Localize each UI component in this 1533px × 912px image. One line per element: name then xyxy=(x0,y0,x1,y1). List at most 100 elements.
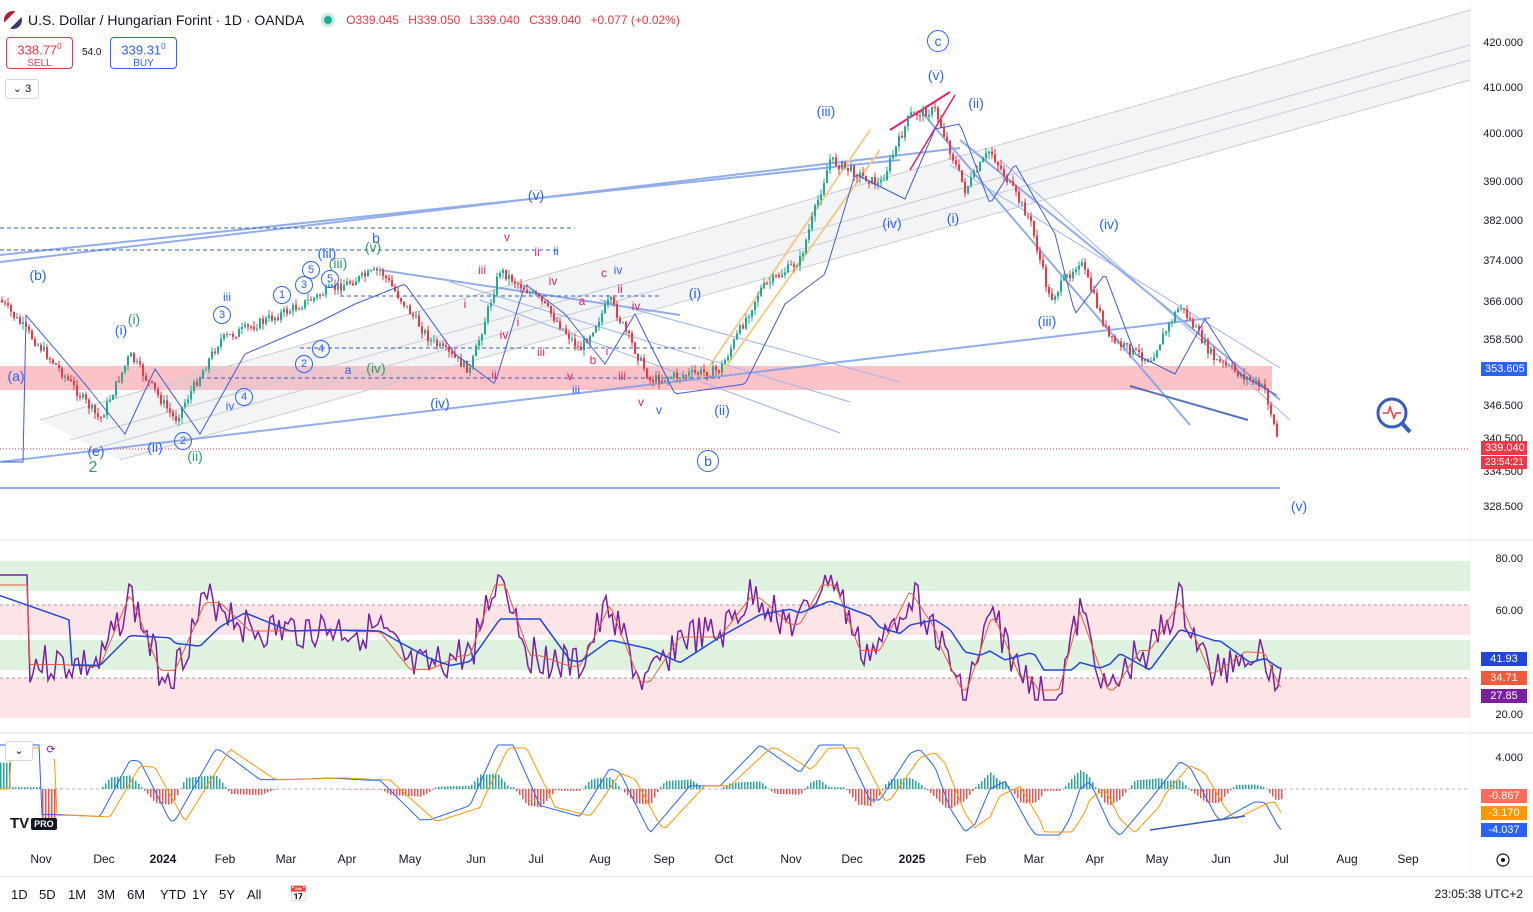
candle-body xyxy=(1201,330,1203,343)
macd-histogram-bar xyxy=(870,789,872,806)
candle-body xyxy=(595,326,597,332)
candle-body xyxy=(694,370,696,373)
time-axis-label: Feb xyxy=(966,852,987,866)
timeframe-button-all[interactable]: All xyxy=(247,887,261,902)
candle-body xyxy=(496,277,498,295)
time-axis-label: Jun xyxy=(1211,852,1230,866)
wave-label: iii xyxy=(223,290,231,304)
candle-body xyxy=(787,264,789,272)
symbol-title[interactable]: U.S. Dollar / Hungarian Forint · 1D · OA… xyxy=(28,12,304,28)
buy-button[interactable]: 339.310 BUY xyxy=(110,37,177,69)
rsi-zone xyxy=(0,640,1470,670)
candle-body xyxy=(679,378,681,379)
macd-histogram-bar xyxy=(558,789,560,791)
timeframe-button-3m[interactable]: 3M xyxy=(97,887,115,902)
candle-body xyxy=(1,300,3,302)
macd-histogram-bar xyxy=(270,789,272,791)
candle-body xyxy=(1072,272,1074,278)
candle-body xyxy=(520,284,522,288)
candle-body xyxy=(1090,277,1092,290)
macd-histogram-bar xyxy=(258,789,260,795)
macd-histogram-bar xyxy=(747,782,749,789)
candle-body xyxy=(232,334,234,337)
divergence-line xyxy=(1150,816,1245,830)
calendar-range-icon[interactable]: 📅 xyxy=(289,885,308,903)
candle-body xyxy=(37,345,39,346)
candle-body xyxy=(1159,344,1161,350)
macd-histogram-bar xyxy=(654,789,656,798)
macd-histogram-bar xyxy=(639,789,641,804)
macd-histogram-bar xyxy=(1107,789,1109,805)
candle-body xyxy=(475,346,477,356)
macd-histogram-bar xyxy=(894,779,896,789)
macd-histogram-bar xyxy=(18,787,20,789)
candle-body xyxy=(1045,267,1047,287)
candle-body xyxy=(433,340,435,341)
wave-label: iii xyxy=(618,369,626,383)
timeframe-button-1m[interactable]: 1M xyxy=(68,887,86,902)
macd-histogram-bar xyxy=(906,778,908,789)
candle-body xyxy=(784,273,786,275)
candle-body xyxy=(385,276,387,278)
candle-body xyxy=(907,116,909,127)
candle-body xyxy=(661,380,663,383)
refresh-icon[interactable]: ⟳ xyxy=(40,741,62,759)
candle-body xyxy=(748,317,750,318)
macd-histogram-bar xyxy=(1047,789,1049,791)
timeframe-button-6m[interactable]: 6M xyxy=(127,887,145,902)
wave-label: i xyxy=(606,344,609,358)
macd-histogram-bar xyxy=(1233,787,1235,789)
candle-body xyxy=(961,170,963,181)
macd-histogram-bar xyxy=(1269,789,1271,793)
macd-histogram-bar xyxy=(1263,787,1265,789)
macd-histogram-bar xyxy=(897,779,899,789)
candle-body xyxy=(457,357,459,358)
wave-label: ii xyxy=(553,244,558,258)
candle-body xyxy=(994,154,996,162)
pane-collapse-button[interactable]: ⌄ xyxy=(5,741,33,761)
sell-button[interactable]: 338.770 SELL xyxy=(6,37,73,69)
candle-body xyxy=(262,319,264,324)
macd-histogram-bar xyxy=(108,780,110,789)
timeframe-button-5y[interactable]: 5Y xyxy=(219,887,235,902)
candle-body xyxy=(1033,221,1035,236)
timeframe-button-1d[interactable]: 1D xyxy=(11,887,28,902)
candle-body xyxy=(361,273,363,276)
timeframe-button-5d[interactable]: 5D xyxy=(39,887,56,902)
macd-histogram-bar xyxy=(486,775,488,789)
wave-label: iv xyxy=(614,263,623,277)
candle-body xyxy=(271,316,273,321)
macd-histogram-bar xyxy=(999,781,1001,789)
wave-label: 1 xyxy=(273,286,291,304)
candle-body xyxy=(889,158,891,171)
macd-histogram-bar xyxy=(1149,779,1151,789)
indicators-toggle[interactable]: ⌄ 3 xyxy=(5,79,39,99)
candle-body xyxy=(1180,308,1182,309)
candle-body xyxy=(412,314,414,316)
candle-body xyxy=(790,264,792,265)
timeframe-button-ytd[interactable]: YTD xyxy=(160,887,186,902)
ohlc-close: C339.040 xyxy=(529,13,581,27)
candle-body xyxy=(76,385,78,396)
candle-body xyxy=(781,275,783,277)
macd-histogram-bar xyxy=(729,784,731,789)
timeframe-button-1y[interactable]: 1Y xyxy=(192,887,208,902)
buy-price-fraction: 0 xyxy=(161,42,165,51)
candle-body xyxy=(1048,287,1050,293)
candle-body xyxy=(1171,322,1173,323)
macd-histogram-bar xyxy=(147,789,149,794)
macd-histogram-bar xyxy=(936,789,938,799)
utc-clock[interactable]: 23:05:38 UTC+2 xyxy=(1435,887,1523,901)
macd-histogram-bar xyxy=(408,789,410,796)
candle-body xyxy=(982,158,984,162)
candle-body xyxy=(1210,349,1212,354)
candle-body xyxy=(631,333,633,343)
candle-body xyxy=(589,336,591,343)
time-axis-label: Jul xyxy=(1273,852,1288,866)
macd-histogram-bar xyxy=(15,787,17,789)
candle-body xyxy=(607,300,609,305)
time-axis-label: Nov xyxy=(30,852,51,866)
macd-histogram-bar xyxy=(357,789,359,790)
